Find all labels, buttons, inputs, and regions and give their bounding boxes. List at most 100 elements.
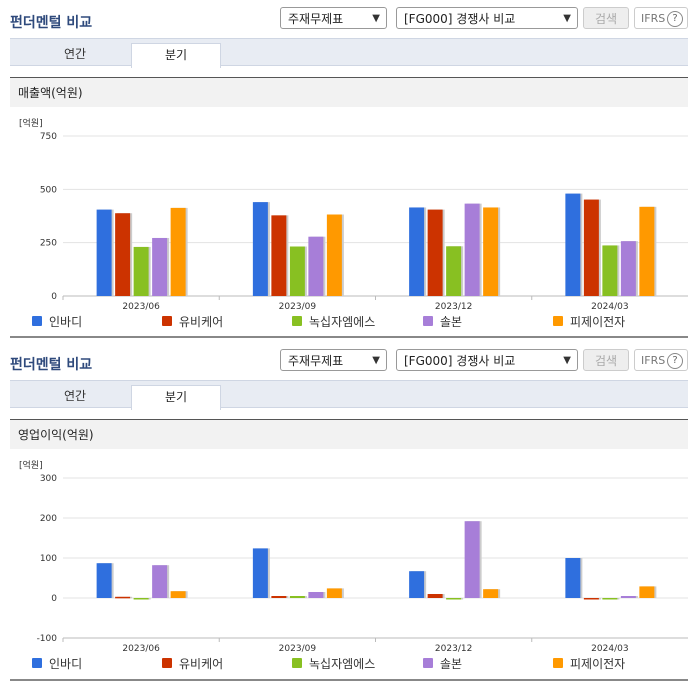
chart-title: 영업이익(억원) [10, 419, 688, 449]
x-tick-label: 2024/03 [591, 644, 628, 654]
bar [96, 563, 112, 598]
bar [639, 586, 655, 598]
bar [133, 246, 149, 296]
chevron-down-icon: ▼ [563, 355, 571, 366]
bar [409, 207, 425, 296]
bar [170, 591, 186, 598]
bar [565, 193, 581, 296]
y-tick-label: -100 [37, 634, 58, 644]
legend-swatch [553, 316, 563, 326]
bar [152, 237, 168, 296]
statement-type-value: 주재무제표 [288, 12, 344, 26]
bar [271, 215, 287, 296]
bar [602, 598, 618, 600]
fundamental-panel-revenue: 펀더멘털 비교 주재무제표 ▼ [FG000] 경쟁사 비교 ▼ 검색 IFRS… [0, 0, 696, 340]
bar [133, 598, 149, 600]
x-tick-label: 2024/03 [591, 302, 628, 312]
legend-label: 인바디 [49, 315, 82, 329]
y-unit-label: [억원] [19, 459, 43, 471]
legend-swatch [162, 658, 172, 668]
legend-swatch [423, 316, 433, 326]
chevron-down-icon: ▼ [563, 13, 571, 24]
comparison-group-select[interactable]: [FG000] 경쟁사 비교 ▼ [396, 7, 578, 29]
bar [308, 592, 324, 598]
legend-swatch [32, 658, 42, 668]
statement-type-value: 주재무제표 [288, 354, 344, 368]
bar [252, 548, 268, 598]
y-tick-label: 300 [40, 474, 57, 484]
legend-label: 솔본 [440, 657, 462, 671]
bar [152, 565, 168, 598]
bar [639, 206, 655, 296]
bar [620, 241, 636, 296]
statement-type-select[interactable]: 주재무제표 ▼ [280, 349, 387, 371]
x-tick-label: 2023/12 [435, 644, 472, 654]
bar [326, 588, 342, 598]
bar [483, 207, 499, 296]
bar [583, 199, 599, 296]
legend-label: 녹십자엠에스 [309, 315, 375, 329]
ifrs-label: IFRS [641, 12, 666, 25]
ifrs-button[interactable]: IFRS ? [634, 7, 688, 29]
panel-title: 펀더멘털 비교 [10, 15, 93, 31]
tab-quarterly[interactable]: 분기 [131, 43, 221, 68]
divider [10, 336, 688, 338]
panel-title: 펀더멘털 비교 [10, 357, 93, 373]
legend-label: 피제이전자 [570, 657, 625, 671]
bar [289, 246, 305, 296]
bar [446, 246, 462, 296]
panel-header: 펀더멘털 비교 주재무제표 ▼ [FG000] 경쟁사 비교 ▼ 검색 IFRS… [0, 0, 696, 36]
legend-label: 인바디 [49, 657, 82, 671]
tab-annual[interactable]: 연간 [63, 389, 87, 403]
bar [115, 213, 131, 296]
chevron-down-icon: ▼ [372, 13, 380, 24]
ifrs-button[interactable]: IFRS ? [634, 349, 688, 371]
bar [464, 521, 480, 598]
x-tick-label: 2023/12 [435, 302, 472, 312]
y-tick-label: 0 [51, 292, 57, 302]
y-tick-label: 750 [40, 132, 57, 142]
tab-quarterly[interactable]: 분기 [131, 385, 221, 410]
comparison-group-select[interactable]: [FG000] 경쟁사 비교 ▼ [396, 349, 578, 371]
x-tick-label: 2023/09 [279, 644, 317, 654]
bar [583, 598, 599, 600]
legend-swatch [553, 658, 563, 668]
y-tick-label: 200 [40, 514, 57, 524]
legend-swatch [292, 316, 302, 326]
period-tabs: 연간 분기 [10, 380, 688, 410]
fundamental-panel-operating-profit: 펀더멘털 비교 주재무제표 ▼ [FG000] 경쟁사 비교 ▼ 검색 IFRS… [0, 342, 696, 684]
bar [409, 571, 425, 598]
bar [115, 596, 131, 599]
search-button[interactable]: 검색 [583, 7, 629, 29]
statement-type-select[interactable]: 주재무제표 ▼ [280, 7, 387, 29]
revenue-bar-chart: [억원] 0 250 500 750 2023/06 2023/09 2023/12 2024/… [19, 117, 688, 329]
help-icon: ? [667, 11, 683, 27]
bar [620, 596, 636, 598]
bar [427, 209, 443, 296]
bar [602, 245, 618, 296]
bar [170, 207, 186, 296]
ifrs-label: IFRS [641, 354, 666, 367]
y-tick-label: 500 [40, 185, 57, 195]
bar [446, 598, 462, 600]
operating-profit-chart: 영업이익(억원) [억원] -100 0 100 200 300 2023/06 2023/0… [10, 419, 688, 679]
legend-swatch [32, 316, 42, 326]
legend-label: 유비케어 [179, 315, 223, 329]
chevron-down-icon: ▼ [372, 355, 380, 366]
bar [289, 596, 305, 598]
tab-annual[interactable]: 연간 [63, 47, 87, 61]
bar [427, 594, 443, 598]
revenue-chart: 매출액(억원) [억원] 0 250 500 750 2023/06 2023/09 2023… [10, 77, 688, 337]
bar [252, 202, 268, 296]
search-button[interactable]: 검색 [583, 349, 629, 371]
divider [10, 679, 688, 681]
legend-label: 피제이전자 [570, 315, 625, 329]
help-icon: ? [667, 353, 683, 369]
bar [96, 209, 112, 296]
x-tick-label: 2023/06 [122, 644, 160, 654]
period-tabs: 연간 분기 [10, 38, 688, 68]
bar [483, 589, 499, 598]
legend-swatch [292, 658, 302, 668]
legend-label: 녹십자엠에스 [309, 657, 375, 671]
bar [464, 203, 480, 296]
